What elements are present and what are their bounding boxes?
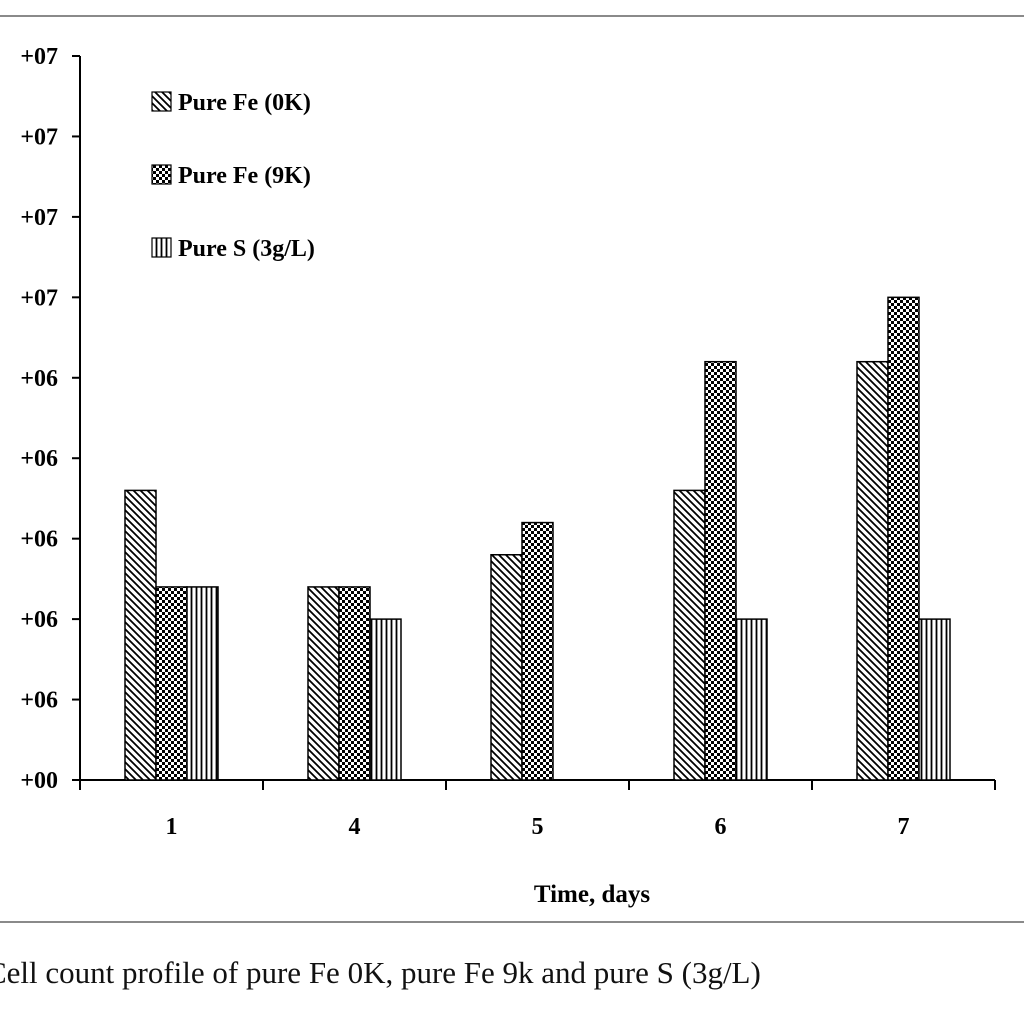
bar (307, 586, 340, 781)
y-tick-label: +06 (20, 688, 58, 714)
legend-label: Pure Fe (0K) (178, 90, 311, 116)
x-tick-label: 1 (166, 814, 178, 840)
x-tick-label: 6 (715, 814, 727, 840)
y-tick-label: +06 (20, 366, 58, 392)
bar (186, 586, 219, 781)
legend-label: Pure Fe (9K) (178, 163, 311, 189)
legend-swatch (151, 91, 172, 112)
y-tick-label: +07 (20, 285, 58, 311)
figure-caption: Cell count profile of pure Fe 0K, pure F… (0, 955, 761, 990)
x-axis: 1 4 5 6 7 (79, 779, 996, 840)
x-tick-label: 7 (898, 814, 910, 840)
legend: Pure Fe (0K) Pure Fe (9K) Pure S (3g/L) (151, 90, 315, 262)
bar (704, 360, 737, 781)
bottom-rule (0, 921, 1024, 923)
x-tick-label: 4 (349, 814, 361, 840)
bar (673, 489, 706, 781)
bar-chart: +00 +06 +06 +06 +06 +06 +07 +07 +07 +07 1 4 5 6 7 Pur… (20, 44, 996, 908)
y-axis: +00 +06 +06 +06 +06 +06 +07 +07 +07 +07 (20, 44, 81, 794)
bar (521, 521, 554, 781)
bars (124, 296, 951, 781)
bar (338, 586, 371, 781)
bar (735, 618, 768, 781)
x-tick-label: 5 (532, 814, 544, 840)
legend-swatch (151, 164, 172, 185)
legend-label: Pure S (3g/L) (178, 236, 315, 262)
bar (155, 586, 188, 781)
legend-swatch (151, 237, 172, 258)
y-tick-label: +07 (20, 44, 58, 70)
bar (124, 489, 157, 781)
y-tick-label: +00 (20, 768, 58, 794)
y-tick-label: +07 (20, 124, 58, 150)
bar (490, 554, 523, 781)
y-tick-label: +06 (20, 527, 58, 553)
y-tick-label: +07 (20, 205, 58, 231)
bar (887, 296, 920, 781)
y-tick-label: +06 (20, 607, 58, 633)
bar (369, 618, 402, 781)
bar (918, 618, 951, 781)
bar (856, 360, 889, 781)
y-tick-label: +06 (20, 446, 58, 472)
x-axis-label: Time, days (534, 881, 650, 908)
top-rule (0, 15, 1024, 17)
